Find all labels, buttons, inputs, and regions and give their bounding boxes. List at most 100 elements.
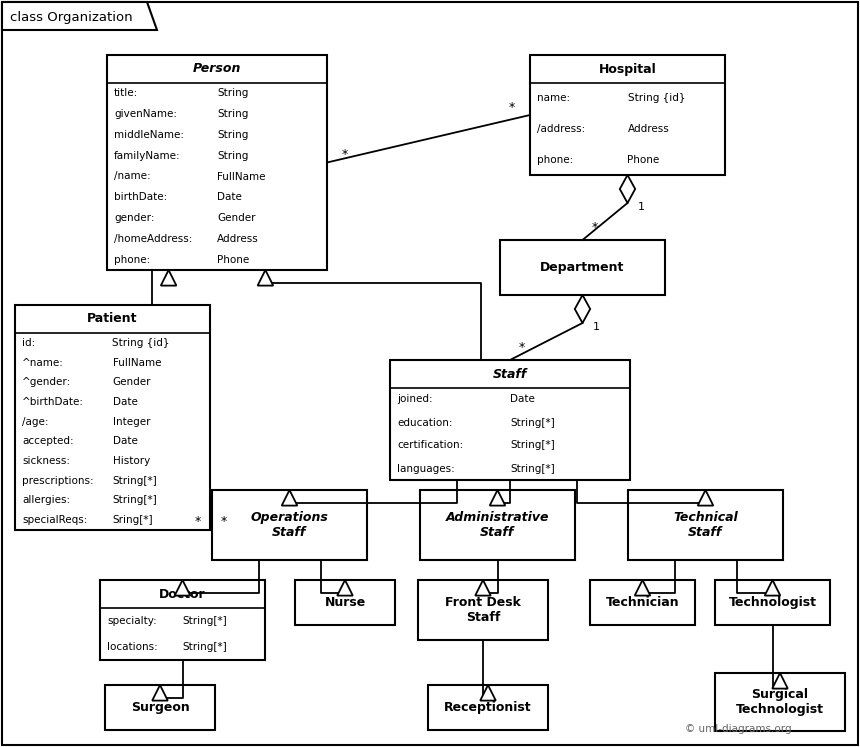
Text: Integer: Integer	[113, 417, 150, 427]
Text: FullName: FullName	[217, 172, 266, 182]
Bar	[107, 55, 327, 270]
Text: locations:: locations:	[107, 642, 157, 652]
Text: String[*]: String[*]	[510, 463, 555, 474]
Text: Operations
Staff: Operations Staff	[250, 511, 329, 539]
Polygon shape	[161, 270, 176, 285]
Text: ^gender:: ^gender:	[22, 377, 71, 387]
Text: ^name:: ^name:	[22, 358, 64, 368]
Text: Technician: Technician	[605, 596, 679, 609]
Text: String[*]: String[*]	[510, 418, 555, 427]
Text: Sring[*]: Sring[*]	[113, 515, 153, 525]
Text: String[*]: String[*]	[113, 476, 157, 486]
Polygon shape	[152, 685, 168, 701]
Text: education:: education:	[397, 418, 452, 427]
Text: /address:: /address:	[537, 124, 586, 134]
Text: familyName:: familyName:	[114, 151, 181, 161]
Text: *: *	[195, 515, 201, 528]
Text: 1: 1	[638, 202, 645, 212]
Bar	[212, 490, 367, 560]
Text: Receptionist: Receptionist	[444, 701, 531, 714]
Text: *: *	[509, 101, 515, 114]
Bar	[628, 490, 783, 560]
Bar	[428, 685, 548, 730]
Text: String[*]: String[*]	[113, 495, 157, 506]
Bar	[418, 580, 548, 640]
Bar	[390, 360, 630, 480]
Text: title:: title:	[114, 88, 138, 99]
Bar	[715, 673, 845, 731]
Text: Staff: Staff	[493, 368, 527, 380]
Text: Surgeon: Surgeon	[131, 701, 189, 714]
Text: Gender: Gender	[113, 377, 151, 387]
Text: Phone: Phone	[217, 255, 249, 264]
Text: String: String	[217, 130, 249, 140]
Polygon shape	[2, 2, 157, 30]
Text: Technical
Staff: Technical Staff	[673, 511, 738, 539]
Text: languages:: languages:	[397, 463, 455, 474]
Text: String[*]: String[*]	[182, 642, 227, 652]
Text: specialty:: specialty:	[107, 616, 157, 626]
Text: Front Desk
Staff: Front Desk Staff	[445, 596, 521, 624]
Polygon shape	[697, 490, 713, 506]
Text: *: *	[592, 222, 598, 235]
Text: Surgical
Technologist: Surgical Technologist	[736, 688, 824, 716]
Bar	[15, 305, 210, 530]
Text: prescriptions:: prescriptions:	[22, 476, 94, 486]
Text: allergies:: allergies:	[22, 495, 71, 506]
Polygon shape	[476, 580, 491, 595]
Text: gender:: gender:	[114, 213, 155, 223]
Polygon shape	[574, 295, 590, 323]
Text: *: *	[221, 515, 227, 528]
Text: ^birthDate:: ^birthDate:	[22, 397, 84, 407]
Text: String {id}: String {id}	[113, 338, 170, 348]
Bar	[100, 580, 265, 660]
Text: accepted:: accepted:	[22, 436, 74, 447]
Polygon shape	[765, 580, 780, 595]
Text: Address: Address	[217, 234, 259, 244]
Polygon shape	[489, 490, 506, 506]
Text: FullName: FullName	[113, 358, 161, 368]
Text: Patient: Patient	[87, 312, 138, 326]
Text: phone:: phone:	[114, 255, 150, 264]
Text: *: *	[342, 148, 348, 161]
Text: String: String	[217, 151, 249, 161]
Text: Doctor: Doctor	[159, 587, 206, 601]
Polygon shape	[337, 580, 353, 595]
Text: Administrative
Staff: Administrative Staff	[445, 511, 550, 539]
Text: Date: Date	[113, 436, 138, 447]
Text: phone:: phone:	[537, 155, 574, 164]
Text: Phone: Phone	[628, 155, 660, 164]
Text: Hospital: Hospital	[599, 63, 656, 75]
Text: certification:: certification:	[397, 441, 464, 450]
Bar	[105, 685, 215, 730]
Text: /age:: /age:	[22, 417, 48, 427]
Text: Technologist: Technologist	[728, 596, 816, 609]
Text: givenName:: givenName:	[114, 109, 177, 120]
Text: birthDate:: birthDate:	[114, 192, 167, 202]
Text: name:: name:	[537, 93, 570, 103]
Polygon shape	[480, 685, 496, 701]
Text: id:: id:	[22, 338, 35, 348]
Bar	[420, 490, 575, 560]
Text: Gender: Gender	[217, 213, 255, 223]
Bar	[295, 580, 395, 625]
Text: String: String	[217, 109, 249, 120]
Text: Date: Date	[113, 397, 138, 407]
Text: sickness:: sickness:	[22, 456, 70, 466]
Text: String {id}: String {id}	[628, 93, 685, 103]
Text: 1: 1	[593, 322, 600, 332]
Polygon shape	[772, 673, 788, 689]
Text: Date: Date	[510, 394, 535, 404]
Text: Department: Department	[540, 261, 624, 274]
Polygon shape	[635, 580, 650, 595]
Polygon shape	[175, 580, 190, 595]
Text: *: *	[519, 341, 525, 355]
Text: specialReqs:: specialReqs:	[22, 515, 88, 525]
Bar	[530, 55, 725, 175]
Text: /homeAddress:: /homeAddress:	[114, 234, 193, 244]
Text: String[*]: String[*]	[510, 441, 555, 450]
Text: Nurse: Nurse	[324, 596, 366, 609]
Bar	[500, 240, 665, 295]
Polygon shape	[282, 490, 298, 506]
Text: String: String	[217, 88, 249, 99]
